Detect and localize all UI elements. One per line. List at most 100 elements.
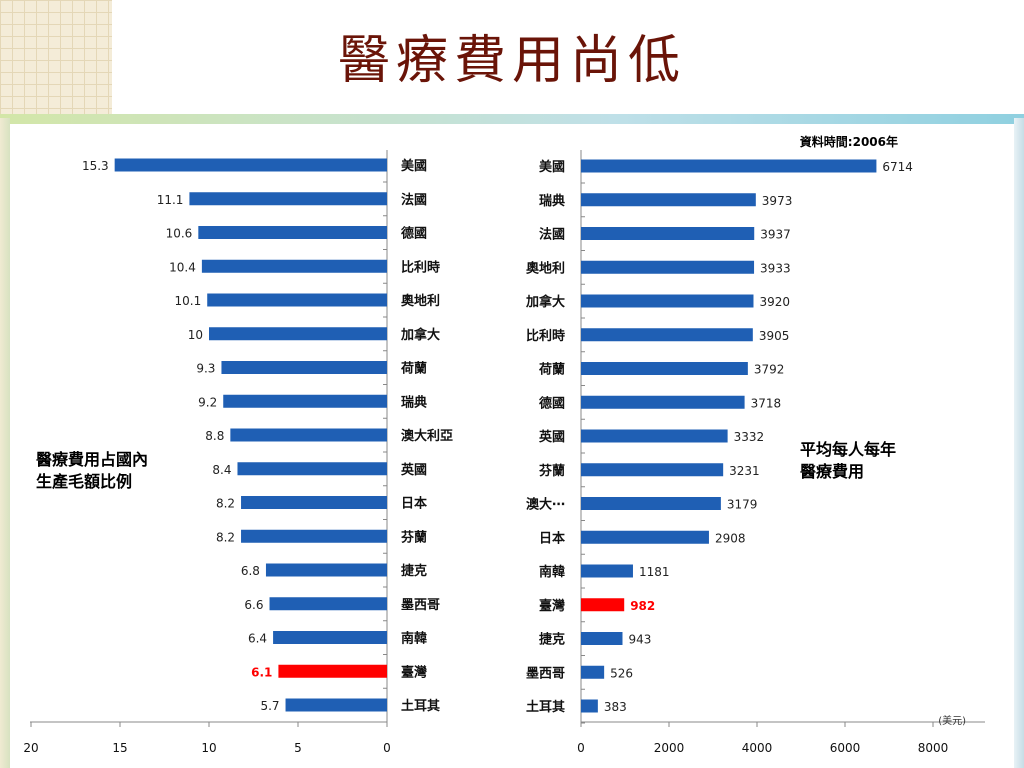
right-chart-value-label: 1181 xyxy=(639,565,670,579)
left-chart-category-label: 比利時 xyxy=(401,259,440,275)
decorative-top-stripe xyxy=(0,114,1024,124)
left-chart-category-label: 德國 xyxy=(401,226,427,242)
right-chart-bar xyxy=(581,564,633,578)
right-chart-unit-label: (美元) xyxy=(938,714,966,727)
decorative-corner-pattern xyxy=(0,0,112,118)
left-chart-value-label: 10.1 xyxy=(175,294,202,308)
left-chart-bar xyxy=(114,158,387,172)
left-chart-value-label: 8.8 xyxy=(205,429,224,443)
right-chart-value-label: 982 xyxy=(630,599,655,613)
right-chart-bar xyxy=(581,362,748,375)
right-chart-x-tick-label: 0 xyxy=(577,741,585,755)
left-chart-bar xyxy=(265,563,387,577)
right-chart-bar xyxy=(581,497,721,510)
left-chart-x-tick-label: 0 xyxy=(383,741,391,755)
right-chart-category-label: 荷蘭 xyxy=(538,362,565,378)
left-chart-category-label: 臺灣 xyxy=(401,664,427,680)
left-chart-category-label: 土耳其 xyxy=(401,698,440,714)
right-chart-bar xyxy=(581,193,756,207)
right-chart-category-label: 澳大⋯ xyxy=(526,497,565,513)
right-chart-value-label: 383 xyxy=(604,700,627,714)
right-chart-category-label: 日本 xyxy=(539,530,565,546)
right-chart-bar xyxy=(581,328,753,342)
left-chart-category-label: 墨西哥 xyxy=(401,597,440,613)
left-chart-category-label: 加拿大 xyxy=(400,327,440,343)
right-chart-bar xyxy=(581,294,754,308)
left-chart-value-label: 10.6 xyxy=(166,227,193,241)
right-chart-x-tick-label: 6000 xyxy=(830,741,861,755)
right-chart-bar xyxy=(581,665,605,679)
left-chart-bar xyxy=(221,361,387,374)
left-chart-side-label: 醫療費用占國內 xyxy=(36,450,148,469)
right-chart-x-tick-label: 8000 xyxy=(918,741,949,755)
left-chart-value-label: 6.8 xyxy=(241,564,260,578)
left-chart-value-label: 15.3 xyxy=(82,159,109,173)
right-chart-category-label: 比利時 xyxy=(526,328,565,344)
right-chart-category-label: 捷克 xyxy=(539,632,565,648)
decorative-right-stripe xyxy=(1014,118,1024,768)
right-chart-value-label: 6714 xyxy=(882,160,913,174)
left-chart-value-label: 10.4 xyxy=(169,260,196,274)
right-chart-bar xyxy=(581,429,728,443)
left-chart-bar xyxy=(223,394,387,408)
left-chart-category-label: 瑞典 xyxy=(401,394,427,410)
right-chart-bar xyxy=(581,395,745,409)
right-chart-value-label: 3905 xyxy=(759,329,790,343)
right-chart-bar xyxy=(581,699,598,713)
left-chart-value-label: 9.3 xyxy=(196,362,215,376)
left-chart-bar xyxy=(285,698,387,712)
right-chart-category-label: 美國 xyxy=(539,159,565,175)
left-chart-value-label: 10 xyxy=(188,328,203,342)
left-chart-category-label: 日本 xyxy=(401,496,427,512)
left-chart-x-tick-label: 15 xyxy=(112,741,127,755)
left-chart-bar xyxy=(273,631,387,644)
right-chart-category-label: 奧地利 xyxy=(526,260,565,276)
right-chart-value-label: 3937 xyxy=(760,228,791,242)
left-chart-x-tick-label: 10 xyxy=(201,741,216,755)
left-chart-value-label: 11.1 xyxy=(157,193,184,207)
right-chart-category-label: 南韓 xyxy=(539,564,565,580)
left-chart-bar xyxy=(269,597,387,611)
right-chart-value-label: 2908 xyxy=(715,531,746,545)
left-chart-side-label: 生產毛額比例 xyxy=(36,472,132,491)
left-chart-value-label: 6.6 xyxy=(244,598,263,612)
right-chart-value-label: 3973 xyxy=(762,194,793,208)
left-chart-value-label: 8.4 xyxy=(212,463,231,477)
right-chart-value-label: 3332 xyxy=(734,430,765,444)
left-chart-x-tick-label: 5 xyxy=(294,741,302,755)
right-chart-side-label: 平均每人每年 xyxy=(800,440,896,459)
left-chart-value-label: 6.1 xyxy=(251,665,272,679)
right-chart-value-label: 3179 xyxy=(727,498,758,512)
right-chart-value-label: 3933 xyxy=(760,261,791,275)
right-chart-category-label: 英國 xyxy=(538,429,565,445)
right-chart-x-tick-label: 2000 xyxy=(654,741,685,755)
left-chart-bar xyxy=(278,664,387,678)
left-chart-bar xyxy=(207,293,387,307)
left-chart-category-label: 芬蘭 xyxy=(400,529,427,545)
right-chart-category-label: 臺灣 xyxy=(539,598,565,614)
right-chart-bar xyxy=(581,227,755,240)
left-chart-category-label: 法國 xyxy=(401,192,427,208)
left-chart-category-label: 澳大利亞 xyxy=(401,428,453,444)
left-chart-bar xyxy=(241,529,387,543)
left-chart-bar xyxy=(201,259,387,273)
right-chart-category-label: 加拿大 xyxy=(525,294,565,310)
right-chart-bar xyxy=(581,159,877,173)
right-chart-category-label: 瑞典 xyxy=(539,193,565,209)
left-chart-value-label: 8.2 xyxy=(216,530,235,544)
right-chart-value-label: 3718 xyxy=(751,396,782,410)
right-chart-category-label: 芬蘭 xyxy=(538,463,565,479)
right-chart-value-label: 3920 xyxy=(759,295,790,309)
left-chart-category-label: 奧地利 xyxy=(401,293,440,309)
left-chart-value-label: 8.2 xyxy=(216,497,235,511)
left-chart-bar xyxy=(209,327,387,341)
right-chart-category-label: 土耳其 xyxy=(526,699,565,715)
right-chart-bar xyxy=(581,632,623,645)
right-chart-category-label: 墨西哥 xyxy=(526,665,565,681)
left-chart-category-label: 美國 xyxy=(401,158,427,174)
left-chart-category-label: 英國 xyxy=(400,462,427,478)
left-chart-category-label: 荷蘭 xyxy=(400,361,427,377)
decorative-left-stripe xyxy=(0,118,10,768)
page-title: 醫療費用尚低 xyxy=(337,31,686,91)
